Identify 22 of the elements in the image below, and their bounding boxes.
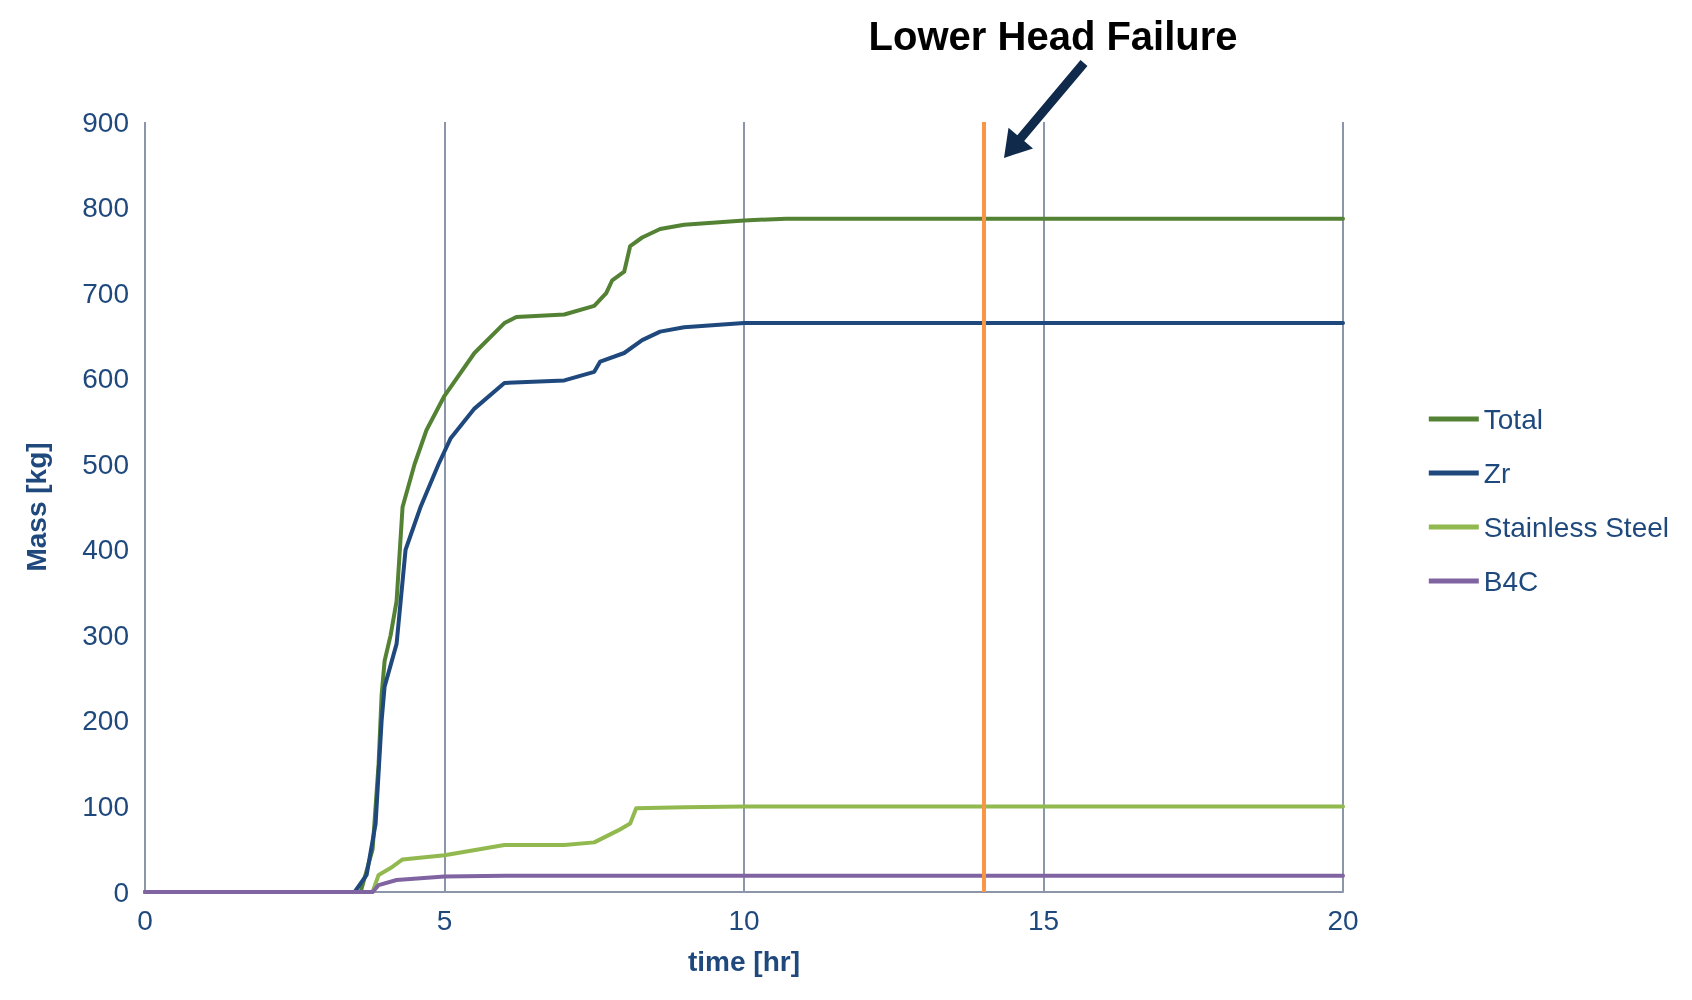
y-tick-label: 500 (82, 448, 129, 480)
x-tick-label: 10 (728, 904, 760, 936)
y-tick-label: 0 (113, 876, 129, 908)
legend-label: Zr (1483, 457, 1511, 489)
ref-line-label: Lower Head Failure (868, 14, 1238, 58)
y-tick-label: 800 (82, 192, 129, 224)
y-tick-label: 200 (82, 705, 129, 737)
y-tick-label: 400 (82, 534, 129, 566)
x-axis-title: time [hr] (688, 945, 800, 977)
y-tick-label: 600 (82, 363, 129, 395)
x-tick-label: 0 (137, 904, 153, 936)
y-tick-label: 900 (82, 106, 129, 138)
legend-label: Total (1483, 403, 1543, 435)
y-tick-label: 300 (82, 619, 129, 651)
legend-label: Stainless Steel (1483, 511, 1670, 543)
y-tick-label: 100 (82, 790, 129, 822)
x-tick-label: 20 (1327, 904, 1359, 936)
legend-label: B4C (1483, 565, 1539, 597)
y-axis-title: Mass [kg] (20, 442, 52, 572)
x-tick-label: 15 (1027, 904, 1060, 936)
x-tick-label: 5 (436, 904, 453, 936)
y-tick-label: 700 (82, 277, 129, 309)
